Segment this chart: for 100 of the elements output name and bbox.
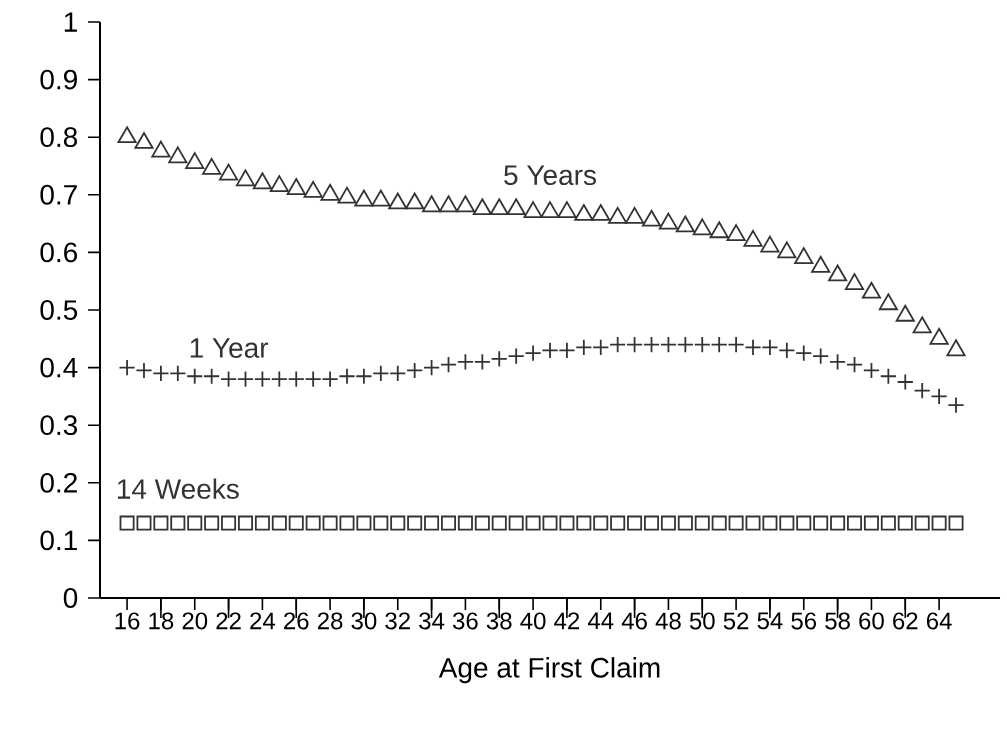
point [203, 367, 221, 385]
point [862, 361, 880, 379]
point [320, 183, 340, 201]
x-tick-label: 34 [419, 612, 445, 630]
point [762, 515, 778, 531]
point [153, 515, 169, 531]
series-label: 14 Weeks [117, 478, 239, 499]
point [271, 515, 287, 531]
point [491, 515, 507, 531]
point [608, 206, 628, 224]
point [913, 382, 931, 400]
x-tick-label: 44 [587, 612, 614, 629]
point [727, 336, 745, 354]
point [812, 347, 830, 365]
point [576, 515, 592, 531]
point [373, 515, 389, 531]
x-tick-label: 28 [317, 612, 343, 630]
point [474, 515, 490, 531]
point [337, 186, 357, 204]
point [507, 347, 525, 365]
point [709, 221, 729, 239]
point [424, 515, 440, 531]
point [794, 247, 814, 265]
x-tick-label: 32 [385, 612, 410, 630]
x-tick-label: 40 [520, 612, 546, 630]
point [490, 350, 508, 368]
point [525, 515, 541, 531]
point [796, 515, 812, 531]
point [643, 336, 661, 354]
point [726, 224, 746, 242]
point [389, 364, 407, 382]
point [455, 195, 475, 213]
point [659, 336, 677, 354]
point [119, 515, 135, 531]
point [542, 515, 558, 531]
point [692, 218, 712, 236]
point [221, 515, 237, 531]
point [677, 515, 693, 531]
x-tick-label: 58 [825, 612, 850, 630]
point [305, 515, 321, 531]
point [169, 364, 187, 382]
point [204, 515, 220, 531]
point [117, 126, 137, 144]
point [795, 344, 813, 362]
point [761, 338, 779, 356]
point [930, 387, 948, 405]
point [253, 370, 271, 388]
point [270, 370, 288, 388]
y-tick-label: 0.4 [40, 357, 78, 378]
x-tick-label: 26 [284, 612, 309, 630]
point [254, 515, 270, 531]
x-tick-label: 20 [182, 612, 208, 630]
x-tick-label: 24 [250, 612, 276, 630]
x-tick-label: 64 [926, 612, 952, 630]
point [252, 172, 272, 190]
point [844, 273, 865, 290]
point [508, 515, 524, 531]
point [912, 316, 932, 334]
x-tick-label: 50 [689, 612, 715, 630]
point [896, 373, 914, 391]
point [558, 341, 576, 359]
point [847, 515, 863, 531]
point [286, 178, 306, 195]
point [524, 344, 542, 362]
x-tick-label: 62 [893, 612, 918, 630]
point [863, 515, 879, 531]
point [187, 515, 203, 531]
point [220, 370, 238, 388]
y-tick-label: 0 [63, 588, 78, 608]
point [506, 198, 526, 216]
point [575, 338, 593, 356]
x-tick-label: 36 [452, 612, 478, 630]
point [660, 515, 676, 531]
x-tick-label: 22 [216, 612, 241, 630]
point [779, 515, 795, 531]
point [675, 215, 695, 233]
point [168, 146, 188, 164]
point [627, 515, 643, 531]
point [641, 209, 662, 227]
point [354, 189, 374, 207]
point [743, 229, 763, 247]
point [456, 353, 474, 371]
point [372, 364, 390, 382]
point [744, 338, 762, 356]
point [185, 152, 205, 170]
point [390, 515, 406, 531]
point [321, 370, 339, 388]
point [828, 264, 848, 282]
y-tick-label: 0.8 [40, 127, 78, 148]
point [287, 370, 305, 388]
point [947, 396, 965, 414]
point [322, 515, 338, 531]
point [118, 359, 136, 377]
point [591, 204, 611, 221]
y-tick-label: 0.3 [40, 415, 78, 436]
point [541, 341, 559, 359]
point [574, 204, 594, 221]
point [438, 195, 459, 213]
point [559, 515, 575, 531]
point [897, 515, 913, 531]
